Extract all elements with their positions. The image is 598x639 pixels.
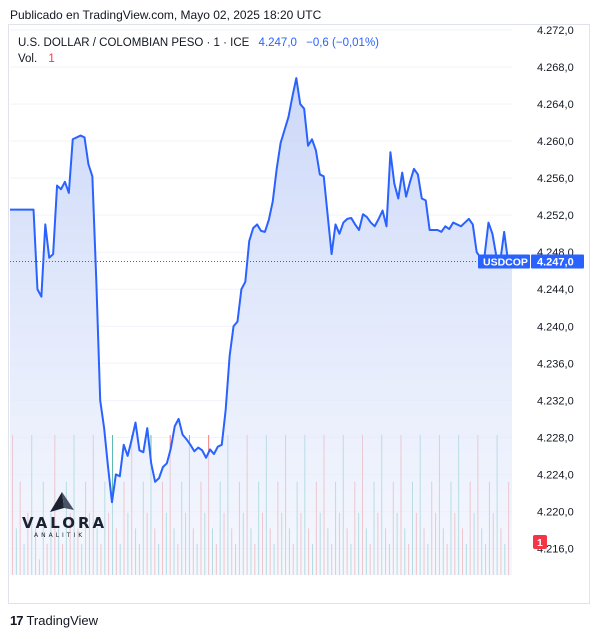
valora-sub: ANALITIK — [34, 532, 86, 539]
volume-label: Vol. — [18, 53, 38, 65]
valora-watermark: VALORA ANALITIK — [22, 492, 107, 539]
y-tick-label: 4.224,0 — [537, 469, 574, 481]
y-tick-label: 4.260,0 — [537, 136, 574, 148]
symbol-title[interactable]: U.S. DOLLAR / COLOMBIAN PESO · 1 · ICE — [18, 37, 250, 49]
y-tick-label: 4.228,0 — [537, 432, 574, 444]
legend-change: −0,6 (−0,01%) — [306, 37, 380, 49]
footer-brand[interactable]: 17 TradingView — [10, 613, 98, 628]
price-line — [10, 77, 512, 504]
published-caption: Publicado en TradingView.com, Mayo 02, 2… — [10, 8, 322, 22]
volume-value: 1 — [48, 53, 55, 65]
price-area — [10, 78, 512, 575]
y-tick-label: 4.252,0 — [537, 210, 574, 222]
y-tick-label: 4.256,0 — [537, 173, 574, 185]
y-tick-label: 4.232,0 — [537, 395, 574, 407]
y-tick-label: 4.220,0 — [537, 506, 574, 518]
y-tick-label: 4.240,0 — [537, 321, 574, 333]
symbol-label: USDCOP — [483, 256, 528, 268]
valora-logo-icon — [50, 492, 74, 512]
last-price-label: 4.247,0 — [537, 256, 574, 268]
chart-frame — [8, 24, 590, 604]
tradingview-logo-icon: 17 — [10, 613, 24, 628]
volume-badge-label: 1 — [537, 537, 543, 549]
last-price-box — [531, 254, 584, 269]
y-tick-label: 4.268,0 — [537, 62, 574, 74]
y-tick-label: 4.264,0 — [537, 99, 574, 111]
tradingview-label: TradingView — [26, 613, 99, 628]
legend-price: 4.247,0 — [258, 37, 297, 49]
volume-badge-box — [533, 535, 547, 549]
y-tick-label: 4.236,0 — [537, 358, 574, 370]
symbol-label-box — [478, 254, 530, 269]
y-tick-label: 4.272,0 — [537, 25, 574, 37]
valora-name: VALORA — [22, 514, 108, 532]
chart-legend: U.S. DOLLAR / COLOMBIAN PESO · 1 · ICE 4… — [18, 35, 379, 67]
y-tick-label: 4.244,0 — [537, 284, 574, 296]
